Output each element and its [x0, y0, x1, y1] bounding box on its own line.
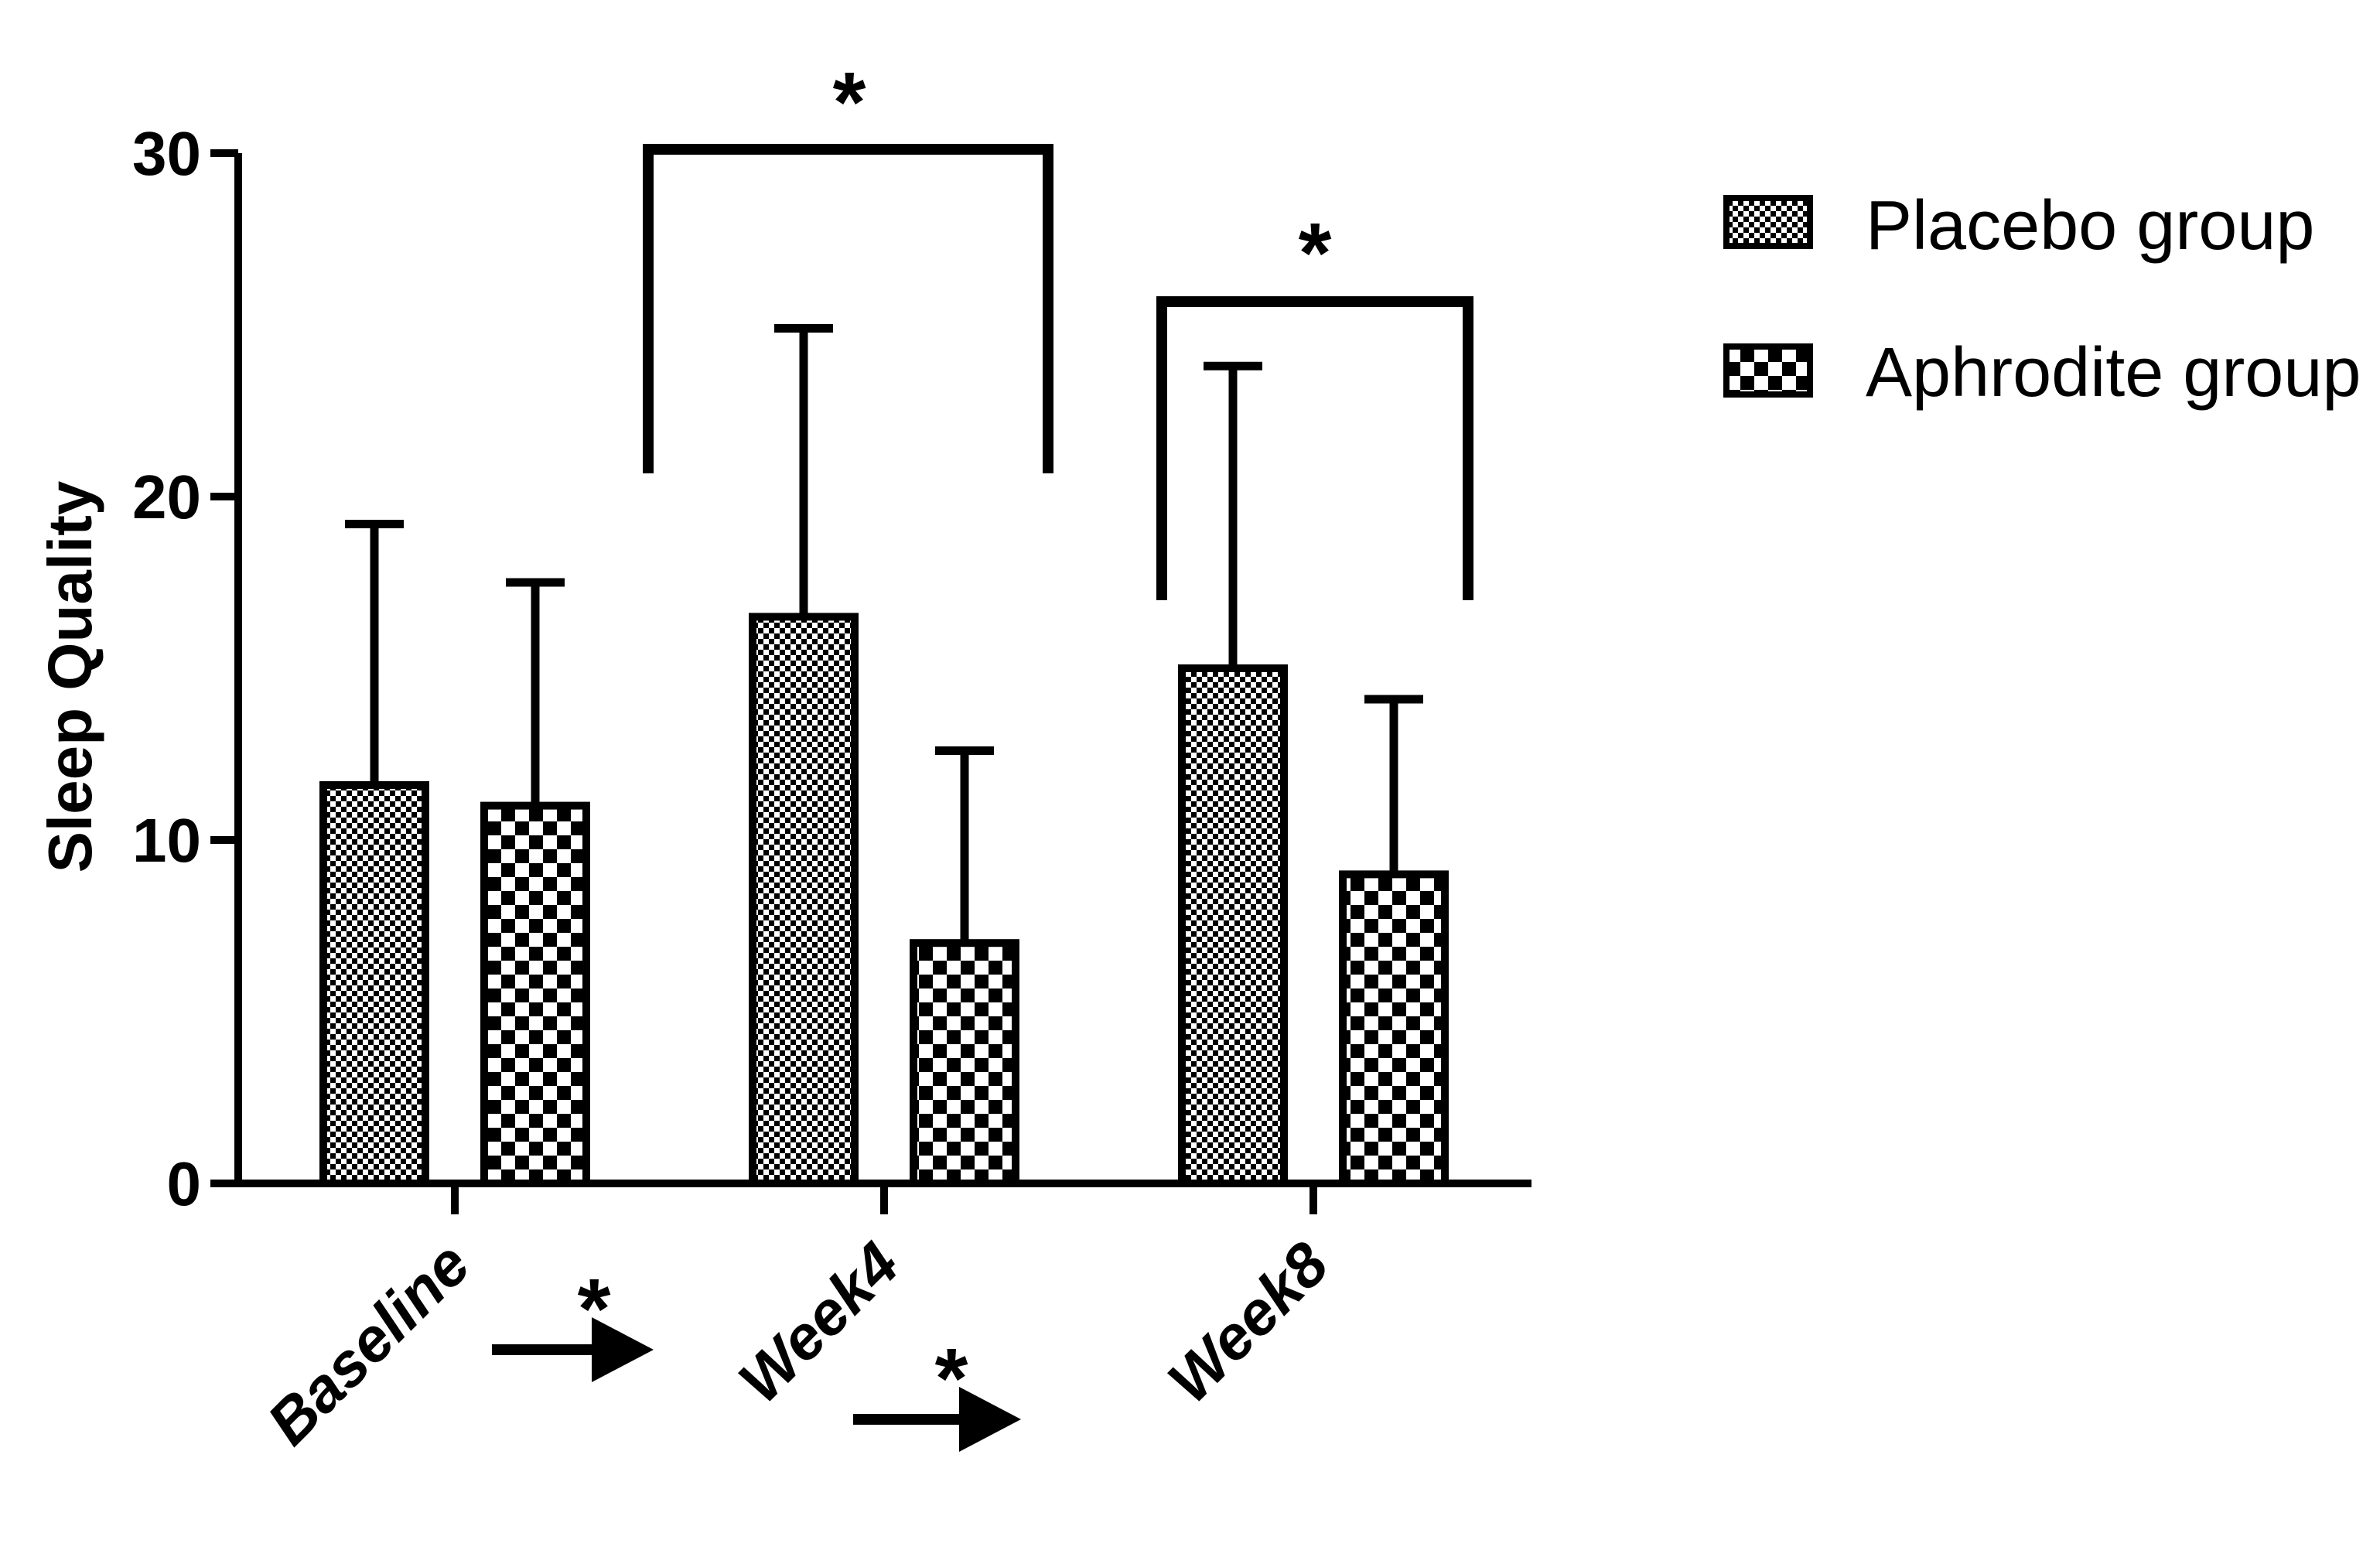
x-tick-label: Week4 — [726, 1229, 912, 1415]
bar — [1178, 664, 1288, 1187]
annotations-layer: * * * * — [492, 55, 1473, 1452]
y-tick-label: 0 — [167, 1149, 202, 1218]
arrow-significance-star: * — [578, 1262, 611, 1357]
legend: Placebo group Aphrodite group — [1723, 187, 2361, 411]
bar — [1339, 870, 1449, 1188]
x-tick-label: Baseline — [254, 1229, 483, 1458]
y-tick-label: 20 — [132, 463, 201, 531]
significance-bracket — [643, 144, 1053, 473]
bars-layer — [319, 323, 1449, 1188]
legend-swatch-placebo — [1723, 195, 1813, 249]
timeline-arrow-head — [592, 1317, 654, 1382]
x-tick-label: Week8 — [1155, 1229, 1342, 1416]
bar — [749, 613, 859, 1187]
significance-star: * — [833, 55, 866, 150]
bar — [480, 801, 590, 1187]
significance-bracket — [1156, 296, 1473, 600]
bar — [910, 939, 1019, 1187]
arrow-significance-star: * — [935, 1331, 968, 1426]
y-tick-label: 30 — [132, 119, 201, 188]
legend-swatch-aphrodite — [1723, 343, 1813, 398]
y-axis-label: Sleep Quality — [36, 480, 104, 872]
timeline-arrow-head — [959, 1387, 1021, 1452]
significance-star: * — [1299, 206, 1332, 301]
bar — [319, 780, 429, 1187]
y-tick-label: 10 — [132, 806, 201, 875]
legend-label-placebo: Placebo group — [1866, 187, 2314, 265]
legend-label-aphrodite: Aphrodite group — [1866, 334, 2361, 411]
